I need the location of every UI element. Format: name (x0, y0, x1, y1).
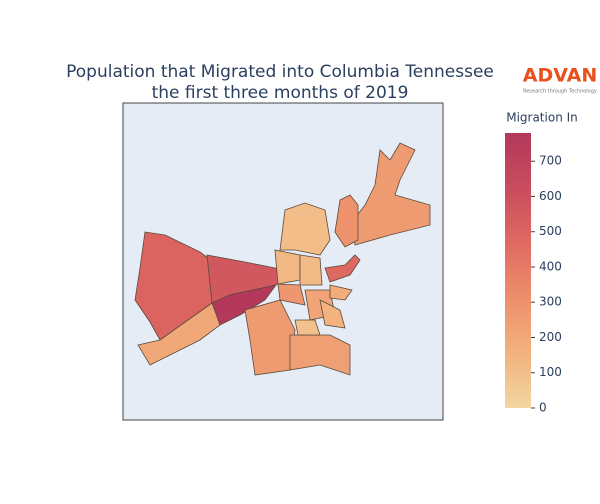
region (289, 334, 351, 376)
colorbar-tick-label: 400 (539, 259, 562, 273)
colorbar-tick-label: 200 (539, 330, 562, 344)
title-line: Population that Migrated into Columbia T… (66, 62, 494, 82)
logo-tagline: Research through Technology (523, 89, 597, 95)
region (351, 142, 431, 246)
colorbar-title: Migration In (506, 111, 578, 125)
region (299, 254, 323, 286)
region (319, 299, 346, 329)
region (329, 284, 353, 301)
title-line: the first three months of 2019 (152, 83, 409, 103)
colorbar-tick-label: 700 (539, 154, 562, 168)
colorbar-tick-label: 100 (539, 365, 562, 379)
colorbar-tick-label: 0 (539, 401, 547, 415)
region (137, 302, 221, 366)
region (277, 283, 306, 306)
region (279, 202, 331, 256)
regions (134, 142, 431, 376)
region (274, 249, 301, 285)
region (324, 254, 361, 283)
colorbar-tick-label: 500 (539, 224, 562, 238)
colorbar (505, 133, 531, 408)
region (334, 194, 359, 248)
colorbar-tick-label: 300 (539, 295, 562, 309)
logo-name: ADVAN (523, 65, 598, 87)
region (294, 319, 321, 336)
colorbar-tick-label: 600 (539, 189, 562, 203)
